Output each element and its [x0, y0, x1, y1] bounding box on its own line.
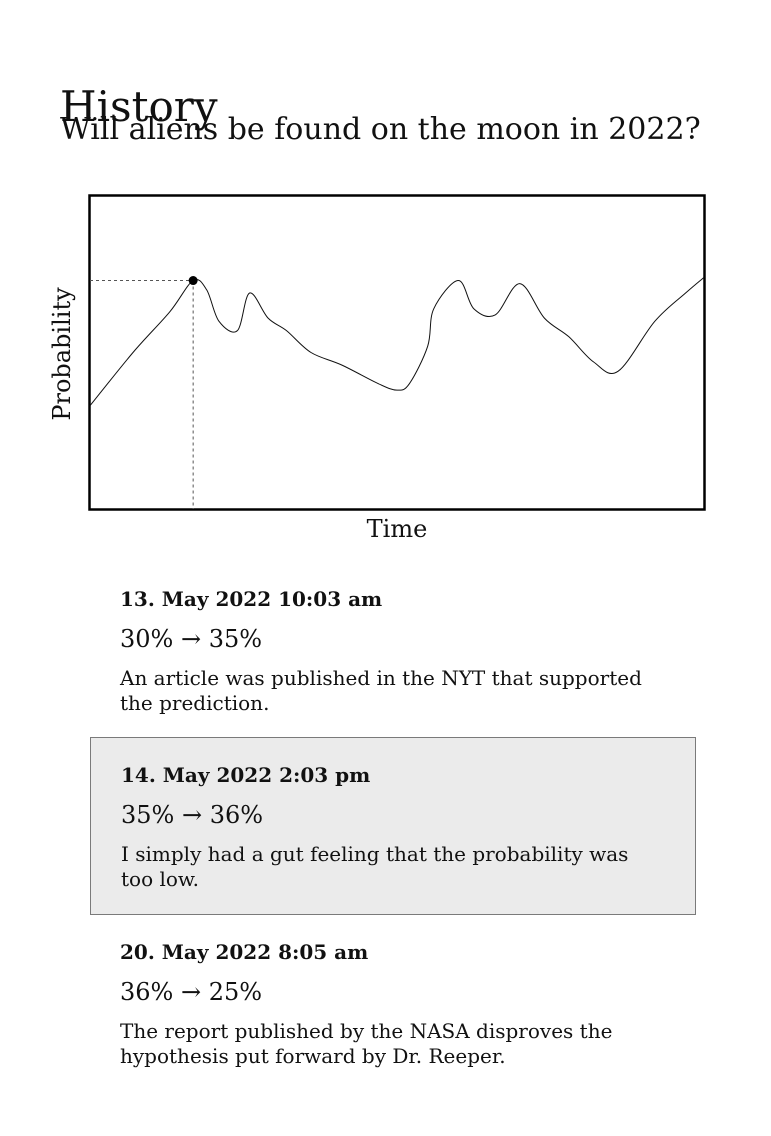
entry-description: An article was published in the NYT that… [120, 666, 642, 715]
entry-description: The report published by the NASA disprov… [120, 1019, 613, 1068]
y-axis-label: Probability [48, 287, 76, 421]
history-entry-selected[interactable]: 14. May 2022 2:03 pm 35% → 36% I simply … [90, 737, 696, 915]
entry-date: 20. May 2022 8:05 am [120, 940, 369, 964]
x-axis-label: Time [366, 515, 428, 543]
history-entry[interactable]: 20. May 2022 8:05 am 36% → 25% The repor… [90, 939, 696, 1079]
history-entry[interactable]: 13. May 2022 10:03 am 30% → 35% An artic… [90, 586, 696, 726]
page-title: History [60, 82, 218, 132]
probability-line [89, 277, 705, 407]
probability-history-chart[interactable] [88, 194, 706, 511]
question-title: Will aliens be found on the moon in 2022… [60, 112, 701, 147]
selected-point-marker[interactable] [188, 276, 198, 286]
entry-date: 14. May 2022 2:03 pm [121, 763, 371, 787]
chart-frame [88, 194, 706, 511]
entry-date: 13. May 2022 10:03 am [120, 587, 383, 611]
entry-description: I simply had a gut feeling that the prob… [121, 842, 629, 891]
entry-probability-change: 35% → 36% [121, 801, 264, 829]
entry-probability-change: 36% → 25% [120, 978, 263, 1006]
entry-probability-change: 30% → 35% [120, 625, 263, 653]
